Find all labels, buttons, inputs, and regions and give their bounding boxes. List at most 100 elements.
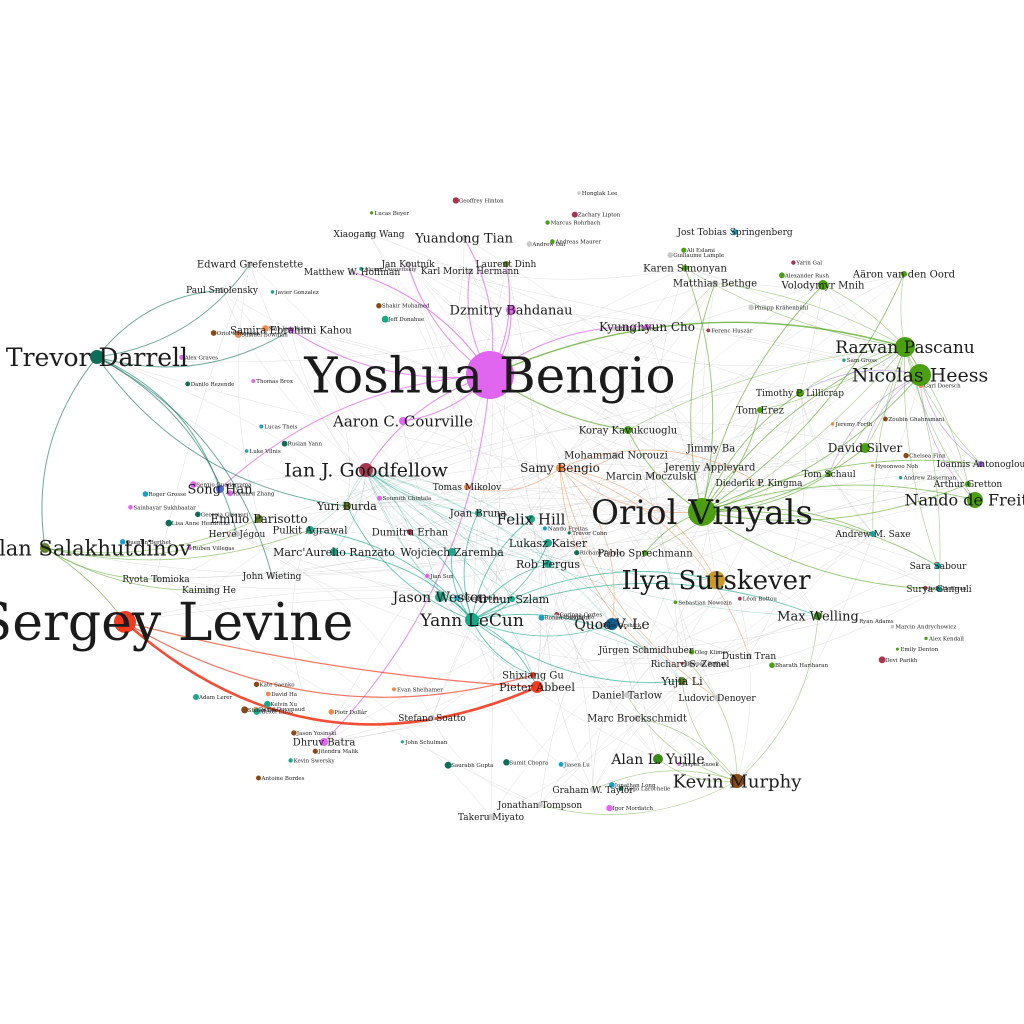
- cmu-edge: [44, 518, 260, 554]
- coauthor-edge: [627, 429, 939, 567]
- coauthor-edge: [96, 356, 561, 469]
- google-edge: [466, 467, 561, 492]
- coauthor-edge: [249, 263, 538, 688]
- author-label-kahou: Samira Ebrahimi Kahou: [230, 326, 352, 337]
- minor-author-node: [264, 700, 271, 708]
- minor-author-node: [554, 614, 559, 619]
- minor-author-node: [870, 464, 874, 468]
- minor-author-node: [923, 585, 928, 591]
- minor-author-label: Adam Lerer: [198, 695, 233, 701]
- author-node-courville: [399, 417, 407, 425]
- minor-author-label: Quentin Berthet: [126, 540, 172, 546]
- coauthor-edge: [236, 533, 433, 719]
- author-label-tompson: Jonathan Tompson: [497, 801, 583, 811]
- minor-author-label: Max Jaderberg: [268, 327, 310, 333]
- author-label-salakhutdinov: Ruslan Salakhutdinov: [0, 536, 191, 560]
- coauthor-edge: [368, 233, 718, 699]
- minor-author-label: Marcus Rohrbach: [551, 221, 601, 227]
- author-node-roggenfeld: [405, 261, 411, 267]
- author-node-lillicrap: [796, 389, 804, 397]
- deepmind-edge: [701, 510, 939, 567]
- minor-author-node: [185, 381, 191, 387]
- coauthor-edge: [236, 463, 760, 535]
- minor-author-node: [193, 694, 199, 700]
- minor-author-label: Alexander Rush: [784, 273, 830, 279]
- author-label-zaremba: Wojciech Zaremba: [400, 546, 504, 559]
- author-node-lecun: [465, 613, 479, 627]
- minor-author-label: John Schulman: [404, 740, 448, 746]
- coauthor-edge: [505, 263, 543, 688]
- author-label-springenberg: Jost Tobias Springenberg: [676, 228, 793, 238]
- author-node-appleyard: [707, 464, 713, 470]
- author-label-lillicrap: Timothy P. Lillicrap: [756, 389, 844, 399]
- minor-author-label: Philipp Fischer: [617, 327, 660, 333]
- fair-edge: [365, 469, 683, 682]
- minor-author-label: Ferenc Huszár: [711, 327, 752, 334]
- author-label-batra: Dhruv Batra: [293, 738, 356, 749]
- author-node-dinh: [503, 261, 509, 267]
- author-node-kingma: [756, 480, 762, 486]
- author-label-denoyer: Ludovic Denoyer: [678, 694, 756, 704]
- author-label-sabour: Sara Sabour: [910, 562, 968, 572]
- minor-author-node: [165, 519, 173, 527]
- author-label-yuille: Alan L. Yuille: [610, 752, 704, 768]
- berkeley-edge: [96, 356, 273, 577]
- fair-edge: [309, 469, 367, 531]
- deepmind-edge: [828, 346, 906, 475]
- minor-author-node: [667, 252, 673, 258]
- fair-edge: [365, 469, 613, 625]
- uoft-edge: [681, 680, 738, 782]
- author-label-hermann: Karl Moritz Hermann: [421, 267, 519, 277]
- minor-author-label: Philipp Krähenbühl: [754, 306, 808, 312]
- minor-author-node: [779, 272, 785, 279]
- coauthor-edge: [346, 263, 507, 507]
- author-node-burda: [343, 502, 351, 510]
- minor-author-label: Jasper Snoek: [681, 762, 719, 768]
- author-node-tarlow: [624, 692, 630, 698]
- minor-author-label: Léon Bottou: [743, 596, 778, 603]
- minor-author-label: Guillaume Lample: [673, 253, 724, 259]
- minor-author-label: Chelsea Finn: [909, 454, 946, 460]
- author-node-szlam: [509, 596, 515, 602]
- author-label-bruna: Joan Bruna: [449, 509, 507, 520]
- coauthor-edge: [530, 518, 638, 719]
- author-node-salakhutdinov: [40, 543, 50, 553]
- author-node-vinyals: [688, 498, 716, 526]
- berkeley-edge: [96, 356, 221, 490]
- minor-author-node: [262, 325, 269, 332]
- coauthor-edge: [290, 329, 646, 554]
- coauthor-edge: [346, 346, 906, 507]
- author-label-miyato: Takeru Miyato: [458, 813, 524, 823]
- minor-author-node: [234, 330, 242, 338]
- fair-edge: [365, 469, 538, 688]
- minor-author-node: [128, 505, 133, 510]
- author-node-murphy: [730, 774, 744, 788]
- coauthor-edge: [291, 529, 325, 743]
- coauthor-edge: [471, 619, 594, 791]
- author-label-norouzi: Mohammad Norouzi: [564, 451, 668, 462]
- minor-author-node: [791, 260, 796, 265]
- minor-author-label: Piotr Dollár: [334, 709, 367, 716]
- google-edge: [559, 454, 617, 470]
- author-label-tran: Dustin Tran: [722, 652, 776, 662]
- minor-author-label: Stefan Lee: [248, 708, 278, 714]
- coauthor-edge: [407, 263, 542, 688]
- minor-author-label: Sergio Guadarrama: [196, 483, 252, 489]
- coauthor-edge: [323, 463, 982, 743]
- coauthor-edge: [627, 429, 819, 617]
- deepmind-edge: [701, 273, 905, 513]
- coauthor-edge: [409, 531, 513, 600]
- coauthor-edge: [709, 447, 866, 469]
- coauthor-edge: [44, 374, 921, 575]
- author-label-dinh: Laurent Dinh: [476, 260, 537, 270]
- deepmind-edge: [690, 282, 716, 513]
- cmu-edge: [44, 547, 210, 591]
- coauthor-edge: [155, 533, 238, 580]
- minor-author-label: Ruben Villegas: [193, 546, 235, 552]
- author-node-kaiming: [206, 587, 212, 593]
- author-node-hermann: [467, 268, 473, 274]
- minor-author-node: [244, 449, 249, 453]
- minor-author-label: Jian Sun: [429, 574, 454, 580]
- deepmind-edge: [701, 284, 824, 513]
- author-label-wiseman: John Wieting: [242, 572, 302, 582]
